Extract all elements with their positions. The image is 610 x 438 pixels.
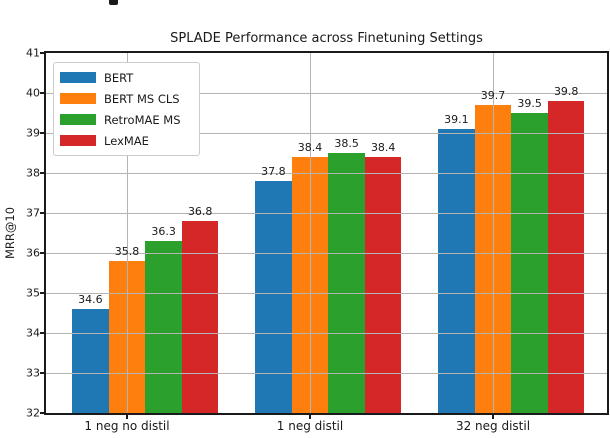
y-tick-mark — [40, 52, 44, 54]
bar-value-label: 39.7 — [480, 89, 506, 102]
cropped-text-artifact — [109, 0, 118, 5]
y-tick-mark — [40, 252, 44, 254]
y-tick-mark — [40, 412, 44, 414]
legend-swatch-icon — [60, 93, 96, 104]
y-tick-label: 40 — [26, 86, 40, 100]
legend-swatch-icon — [60, 135, 96, 146]
bar-value-label: 39.1 — [444, 113, 469, 126]
y-tick-label: 36 — [26, 246, 40, 260]
legend-item-bert-ms-cls: BERT MS CLS — [60, 88, 193, 109]
gridline-horizontal — [46, 293, 607, 294]
x-tick-label: 1 neg distil — [276, 419, 344, 433]
x-tick-mark — [126, 415, 128, 419]
bar-value-labels-layer: 34.6 37.8 39.1 35.8 38.4 39.7 36.3 38.5 39.5 36.8… — [46, 53, 607, 413]
y-tick-label: 37 — [26, 206, 40, 220]
bar-value-label: 34.6 — [78, 293, 103, 306]
bar-value-label: 38.4 — [297, 141, 323, 154]
y-tick-label: 32 — [26, 406, 40, 420]
legend-item-lexmae: LexMAE — [60, 130, 193, 151]
y-tick-label: 41 — [26, 46, 40, 60]
x-tick-label: 32 neg distil — [455, 419, 531, 433]
bar-value-label: 36.3 — [151, 225, 176, 238]
bar-value-label: 37.8 — [261, 165, 286, 178]
y-tick-mark — [40, 372, 44, 374]
bar-bert-cat1 — [255, 181, 292, 413]
legend: BERT BERT MS CLS RetroMAE MS LexMAE — [53, 62, 200, 156]
bar-bert-ms-cls-cat2 — [474, 105, 512, 413]
y-tick-label: 34 — [26, 326, 40, 340]
legend-label: RetroMAE MS — [104, 112, 181, 127]
y-tick-mark — [40, 212, 44, 214]
bar-value-label: 38.4 — [370, 141, 396, 154]
y-tick-label: 33 — [26, 366, 40, 380]
y-tick-mark — [40, 132, 44, 134]
plot-area: 34.6 37.8 39.1 35.8 38.4 39.7 36.3 38.5 39.5 36.8… — [44, 51, 609, 415]
x-tick-mark — [492, 415, 494, 419]
x-tick-mark — [309, 415, 311, 419]
bar-bert-cat0 — [72, 309, 109, 413]
bar-value-label: 38.5 — [334, 137, 359, 150]
bar-lexmae-cat1 — [364, 157, 402, 413]
bar-bert-ms-cls-cat1 — [291, 157, 329, 413]
bar-value-label: 36.8 — [187, 205, 213, 218]
gridline-vertical — [310, 53, 311, 413]
gridline-vertical — [493, 53, 494, 413]
y-tick-label: 39 — [26, 126, 40, 140]
gridline-horizontal — [46, 253, 607, 254]
bar-bert-cat2 — [438, 129, 475, 413]
legend-item-retromae-ms: RetroMAE MS — [60, 109, 193, 130]
legend-label: BERT — [104, 70, 134, 85]
gridline-horizontal — [46, 173, 607, 174]
gridline-horizontal — [46, 133, 607, 134]
bars-layer — [46, 53, 607, 413]
bar-retromae-ms-cat1 — [328, 153, 365, 413]
legend-swatch-icon — [60, 72, 96, 83]
y-tick-label: 38 — [26, 166, 40, 180]
chart-title: SPLADE Performance across Finetuning Set… — [170, 31, 483, 46]
bar-bert-ms-cls-cat0 — [108, 261, 146, 413]
legend-label: LexMAE — [104, 133, 149, 148]
bar-value-label: 39.5 — [517, 97, 542, 110]
y-tick-mark — [40, 332, 44, 334]
bar-retromae-ms-cat0 — [145, 241, 182, 413]
gridline-horizontal — [46, 373, 607, 374]
gridline-vertical — [127, 53, 128, 413]
bar-retromae-ms-cat2 — [511, 113, 548, 413]
bar-value-label: 35.8 — [114, 245, 140, 258]
gridline-horizontal — [46, 213, 607, 214]
legend-item-bert: BERT — [60, 67, 193, 88]
y-tick-mark — [40, 172, 44, 174]
bar-lexmae-cat2 — [547, 101, 585, 413]
gridline-horizontal — [46, 333, 607, 334]
y-tick-mark — [40, 292, 44, 294]
legend-swatch-icon — [60, 114, 96, 125]
y-tick-mark — [40, 92, 44, 94]
legend-label: BERT MS CLS — [104, 91, 180, 106]
gridline-horizontal — [46, 93, 607, 94]
y-tick-label: 35 — [26, 286, 40, 300]
grid-layer — [46, 53, 607, 413]
x-tick-label: 1 neg no distil — [84, 419, 170, 433]
bar-value-label: 39.8 — [553, 85, 579, 98]
